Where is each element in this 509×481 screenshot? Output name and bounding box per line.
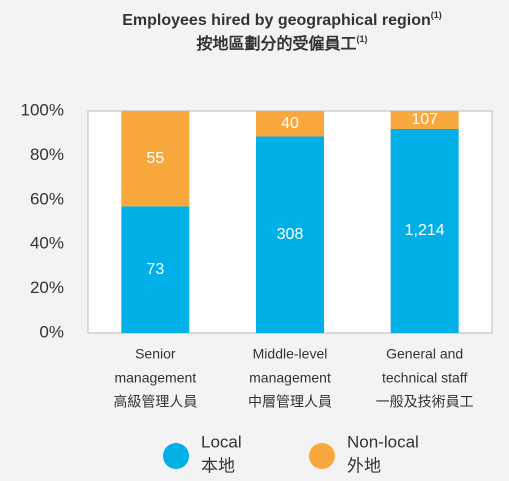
y-tick-label: 80% — [30, 145, 64, 164]
x-tick-label: Middle-level — [253, 346, 328, 362]
bar-segment — [121, 111, 190, 207]
title-text: Employees hired by geographical region — [122, 12, 431, 29]
x-tick-label: 中層管理人員 — [248, 394, 332, 410]
legend-swatch — [163, 443, 189, 469]
bar-segment — [390, 111, 459, 129]
data-label: 55 — [146, 150, 164, 167]
subtitle-note: (1) — [357, 34, 368, 44]
x-tick-label: Senior — [135, 346, 176, 362]
data-label: 1,214 — [405, 222, 445, 239]
x-tick-label: technical staff — [382, 370, 467, 386]
x-tick-label: management — [114, 370, 196, 386]
subtitle-text: 按地區劃分的受僱員工 — [196, 34, 356, 53]
x-tick-label: General and — [386, 346, 463, 362]
title-note: (1) — [431, 10, 442, 20]
legend-label: 本地 — [201, 456, 235, 475]
y-tick-label: 0% — [39, 322, 64, 341]
legend-swatch — [309, 443, 335, 469]
x-tick-label: 高級管理人員 — [113, 394, 197, 410]
y-tick-label: 100% — [21, 100, 64, 119]
x-tick-label: 一般及技術員工 — [376, 394, 474, 410]
data-label: 40 — [281, 115, 299, 132]
bar-segment — [390, 128, 459, 333]
bar-segment — [256, 136, 324, 333]
data-label: 107 — [411, 111, 438, 128]
x-tick-label: management — [249, 370, 331, 386]
y-tick-label: 40% — [30, 234, 64, 253]
legend-label: Local — [201, 432, 242, 451]
chart-subtitle: 按地區劃分的受僱員工(1) — [196, 34, 367, 53]
data-label: 73 — [146, 261, 164, 278]
y-tick-label: 20% — [30, 278, 64, 297]
bar-segment — [256, 111, 324, 137]
bar-segment — [121, 206, 190, 333]
data-label: 308 — [277, 226, 304, 243]
chart-title: Employees hired by geographical region(1… — [122, 10, 442, 29]
legend-label: 外地 — [347, 456, 381, 475]
legend-label: Non-local — [347, 432, 419, 451]
y-tick-label: 60% — [30, 189, 64, 208]
